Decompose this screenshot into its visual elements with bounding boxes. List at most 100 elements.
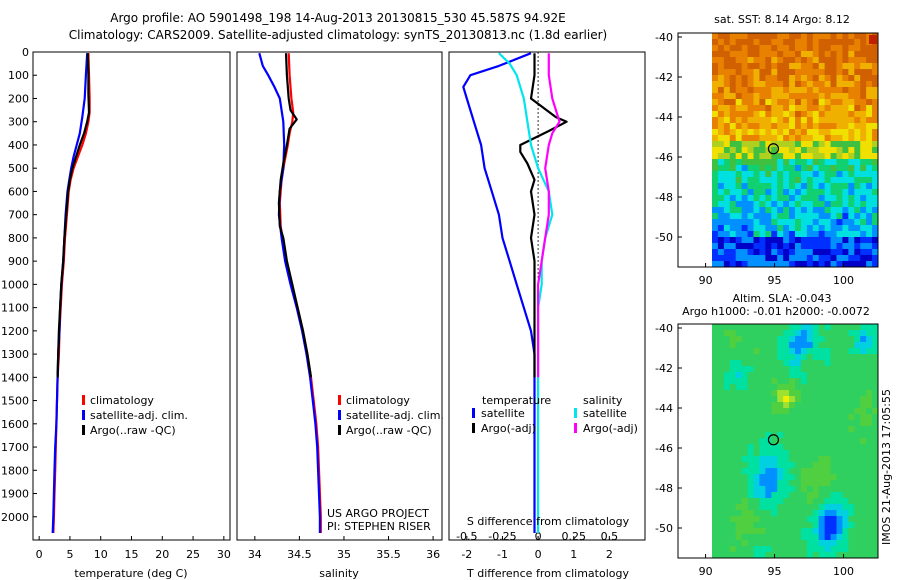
sla-cell xyxy=(753,432,760,439)
sst-cell xyxy=(712,141,719,148)
sla-cell xyxy=(759,534,766,541)
sla-cell xyxy=(747,336,754,343)
sst-cell xyxy=(759,207,766,214)
sla-cell xyxy=(848,324,855,331)
series-line-climatology xyxy=(278,53,322,533)
depth-tick-label: 1800 xyxy=(1,464,29,477)
sst-cell xyxy=(872,69,879,76)
sst-cell xyxy=(771,75,778,82)
sst-cell xyxy=(866,231,873,238)
sla-cell xyxy=(783,444,790,451)
sla-cell xyxy=(777,498,784,505)
sst-cell xyxy=(795,195,802,202)
sla-cell xyxy=(759,474,766,481)
sla-cell xyxy=(848,504,855,511)
sst-cell xyxy=(872,141,879,148)
sst-cell xyxy=(800,237,808,244)
sst-cell xyxy=(777,39,784,46)
sla-cell xyxy=(795,384,802,391)
sla-cell xyxy=(765,510,772,517)
sst-cell xyxy=(712,249,719,256)
sla-cell xyxy=(747,396,754,403)
sla-cell xyxy=(866,510,873,517)
sst-cell xyxy=(872,147,879,154)
sst-cell xyxy=(717,63,725,70)
sst-cell xyxy=(712,33,719,40)
sla-cell xyxy=(771,516,778,523)
sla-cell xyxy=(777,372,784,379)
sst-cell xyxy=(789,57,796,64)
sst-cell xyxy=(729,225,737,232)
sla-cell xyxy=(795,438,802,445)
sla-cell xyxy=(866,540,873,547)
sst-cell xyxy=(747,213,754,220)
sla-cell xyxy=(765,504,772,511)
sla-cell xyxy=(818,324,826,331)
sst-cell xyxy=(747,255,754,262)
sst-cell xyxy=(783,219,790,226)
sst-cell xyxy=(842,93,849,100)
sla-cell xyxy=(729,528,737,535)
sst-cell xyxy=(753,93,760,100)
sst-cell xyxy=(812,33,820,40)
series-line-satellite-adj-clim- xyxy=(51,53,89,534)
sst-cell xyxy=(824,243,832,250)
sst-cell xyxy=(717,231,725,238)
sst-cell xyxy=(717,207,725,214)
sst-cell xyxy=(747,135,754,142)
sla-cell xyxy=(789,426,796,433)
sla-cell xyxy=(800,540,808,547)
sla-cell xyxy=(812,462,820,469)
sla-cell xyxy=(800,516,808,523)
sla-cell xyxy=(795,420,802,427)
sla-cell xyxy=(800,402,808,409)
sla-cell xyxy=(735,420,743,427)
sla-cell xyxy=(872,492,879,499)
sla-cell xyxy=(800,378,808,385)
sst-cell xyxy=(777,243,784,250)
x-tick-label: 35 xyxy=(337,548,351,561)
sla-cell xyxy=(723,468,731,475)
sst-cell xyxy=(753,231,760,238)
sla-cell xyxy=(771,456,778,463)
sst-cell xyxy=(723,243,731,250)
sst-cell xyxy=(806,261,814,268)
sst-cell xyxy=(717,225,725,232)
sla-cell xyxy=(800,450,808,457)
sst-cell xyxy=(789,129,796,136)
sst-cell xyxy=(806,63,814,70)
sla-cell xyxy=(771,480,778,487)
sla-cell xyxy=(712,414,719,421)
sst-cell xyxy=(789,177,796,184)
sla-cell xyxy=(830,534,837,541)
sla-cell xyxy=(789,510,796,517)
sla-cell xyxy=(729,474,737,481)
sla-cell xyxy=(771,378,778,385)
sla-cell xyxy=(830,486,837,493)
sla-cell xyxy=(795,324,802,331)
sst-cell xyxy=(824,69,832,76)
sla-cell xyxy=(806,354,814,361)
sla-cell xyxy=(848,414,855,421)
sst-cell xyxy=(860,111,867,118)
sla-cell xyxy=(872,522,879,529)
legend-label: satellite xyxy=(583,407,627,420)
sst-cell xyxy=(872,207,879,214)
sst-cell xyxy=(872,237,879,244)
sst-cell xyxy=(806,117,814,124)
sst-cell xyxy=(800,117,808,124)
sst-cell xyxy=(783,147,790,154)
sla-cell xyxy=(783,330,790,337)
sla-map-panel: Altim. SLA: -0.043 Argo h1000: -0.01 h20… xyxy=(655,292,893,578)
sla-cell xyxy=(753,474,760,481)
sla-cell xyxy=(848,336,855,343)
sst-cell xyxy=(783,237,790,244)
sla-cell xyxy=(723,414,731,421)
sst-cell xyxy=(854,57,861,64)
sla-cell xyxy=(753,426,760,433)
map-y-tick-label: -50 xyxy=(655,522,673,535)
sst-cell xyxy=(759,255,766,262)
legend-label: satellite-adj. clim. xyxy=(346,409,444,422)
sla-cell xyxy=(777,516,784,523)
sst-cell xyxy=(777,171,784,178)
